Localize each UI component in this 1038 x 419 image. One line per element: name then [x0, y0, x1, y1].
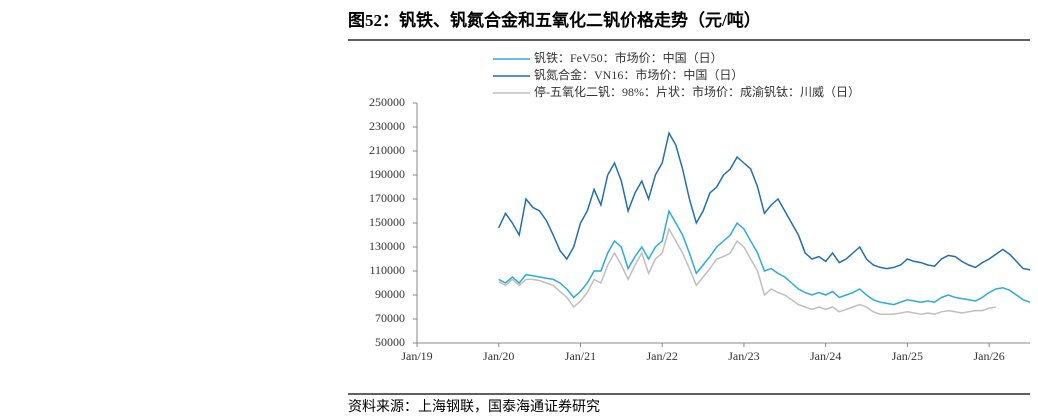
y-tick-label: 150000 — [369, 215, 405, 229]
y-tick-label: 110000 — [369, 263, 405, 277]
y-tick-label: 230000 — [369, 119, 405, 133]
y-tick-label: 50000 — [375, 335, 405, 349]
x-tick-label: Jan/21 — [565, 349, 596, 363]
x-tick-label: Jan/22 — [647, 349, 678, 363]
chart-title: 图52：钒铁、钒氮合金和五氧化二钒价格走势（元/吨） — [348, 10, 761, 30]
x-tick-label: Jan/20 — [483, 349, 514, 363]
y-tick-label: 90000 — [375, 287, 405, 301]
y-tick-label: 190000 — [369, 167, 405, 181]
y-tick-label: 210000 — [369, 143, 405, 157]
legend-label: 钒氮合金：VN16：市场价：中国（日） — [534, 67, 743, 82]
y-tick-label: 250000 — [369, 95, 405, 109]
source: 资料来源：上海钢联，国泰海通证券研究 — [348, 399, 600, 415]
x-tick-label: Jan/26 — [973, 349, 1004, 363]
y-tick-label: 130000 — [369, 239, 405, 253]
y-tick-label: 70000 — [375, 311, 405, 325]
x-tick-label: Jan/25 — [892, 349, 923, 363]
series-line — [498, 208, 1031, 306]
series-line — [498, 227, 997, 315]
y-tick-label: 170000 — [369, 191, 405, 205]
legend-label: 停-五氧化二钒：98%：片状：市场价：成渝钒钛：川威（日） — [534, 84, 860, 99]
x-tick-label: Jan/23 — [728, 349, 759, 363]
x-tick-label: Jan/19 — [401, 349, 432, 363]
x-tick-label: Jan/24 — [810, 349, 841, 363]
series-line — [498, 130, 1031, 271]
legend-label: 钒铁：FeV50：市场价：中国（日） — [534, 50, 723, 65]
